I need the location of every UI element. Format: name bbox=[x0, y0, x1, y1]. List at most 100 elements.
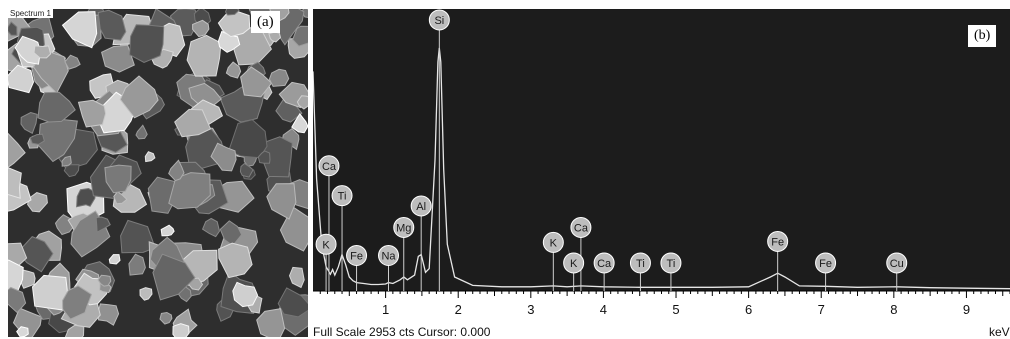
sem-particle bbox=[218, 242, 253, 279]
peak-label-ti: Ti bbox=[636, 258, 645, 270]
peak-label-circle bbox=[410, 195, 432, 217]
peak-label-circle bbox=[315, 233, 337, 255]
sem-particle bbox=[172, 323, 190, 337]
x-tick-label: 7 bbox=[818, 302, 825, 317]
peak-label-al: Al bbox=[416, 201, 426, 213]
sem-particle bbox=[31, 274, 69, 311]
peak-label-circle bbox=[593, 252, 615, 274]
peak-label-ca: Ca bbox=[322, 161, 337, 173]
sem-particle bbox=[63, 164, 80, 178]
peak-label-fe: Fe bbox=[819, 258, 832, 270]
sem-particle bbox=[257, 150, 271, 164]
sem-particle bbox=[225, 61, 242, 79]
panel-a-tag: (a) bbox=[251, 11, 280, 33]
peak-label-k: K bbox=[570, 258, 578, 270]
sem-particle bbox=[240, 66, 273, 98]
sem-particle bbox=[210, 142, 237, 172]
peak-label-k: K bbox=[322, 239, 330, 251]
sem-particle bbox=[232, 281, 259, 308]
x-tick-label: 8 bbox=[890, 302, 897, 317]
peak-label-k: K bbox=[550, 237, 558, 249]
sem-particle bbox=[291, 113, 308, 134]
sem-particles bbox=[8, 9, 308, 337]
sem-particle bbox=[224, 9, 240, 16]
spectrum-footer: Full Scale 2953 cts Cursor: 0.000 bbox=[313, 325, 491, 339]
peak-label-circle bbox=[767, 230, 789, 252]
x-tick-label: 1 bbox=[382, 302, 389, 317]
plot-background bbox=[313, 9, 1010, 291]
sem-particle bbox=[16, 326, 29, 337]
sem-particle bbox=[201, 217, 221, 238]
sem-particle bbox=[14, 35, 42, 65]
peak-label-circle bbox=[660, 252, 682, 274]
peak-label-si: Si bbox=[434, 15, 444, 27]
sem-particle bbox=[152, 253, 196, 301]
x-axis-unit: keV bbox=[989, 325, 1010, 339]
panel-b-tag: (b) bbox=[968, 25, 997, 47]
peak-label-circle bbox=[346, 244, 368, 266]
peak-label-mg: Mg bbox=[396, 222, 411, 234]
sem-particle bbox=[135, 124, 148, 140]
sem-particle bbox=[101, 44, 135, 73]
sem-particle bbox=[256, 308, 286, 337]
sem-particle bbox=[266, 183, 297, 220]
sem-particle bbox=[128, 253, 146, 276]
x-tick-label: 9 bbox=[963, 302, 970, 317]
peak-label-cu: Cu bbox=[890, 258, 904, 270]
x-tick-label: 6 bbox=[745, 302, 752, 317]
peak-label-fe: Fe bbox=[771, 236, 784, 248]
peak-label-circle bbox=[815, 252, 837, 274]
sem-particle bbox=[64, 54, 81, 70]
sem-particle bbox=[120, 219, 156, 254]
sem-particle bbox=[8, 167, 22, 199]
sem-particle bbox=[217, 11, 251, 38]
x-tick-label: 2 bbox=[455, 302, 462, 317]
sem-particle bbox=[217, 30, 241, 53]
eds-spectrum-panel: 1 2 3 4 5 6 7 8 9 Ca Ti K Fe Na Mg Al Si K Ca K Ca Ti Ti Fe Fe C… bbox=[313, 9, 1010, 339]
sem-particle bbox=[168, 172, 211, 210]
sem-particle bbox=[8, 286, 27, 314]
sem-particle bbox=[8, 64, 35, 94]
sem-particle bbox=[174, 108, 212, 138]
sem-particle bbox=[228, 119, 268, 159]
peak-label-circle bbox=[428, 9, 450, 31]
x-tick-label: 3 bbox=[527, 302, 534, 317]
sem-particle bbox=[113, 190, 128, 205]
sem-particle bbox=[108, 254, 121, 265]
x-tick-label: 4 bbox=[600, 302, 607, 317]
sem-particle bbox=[268, 68, 290, 87]
sem-particle bbox=[144, 151, 156, 163]
sem-particle bbox=[37, 91, 76, 123]
axis-band bbox=[313, 291, 1010, 325]
sem-particle bbox=[186, 34, 222, 77]
sem-micrograph: Spectrum 1 (a) bbox=[8, 9, 308, 337]
peak-label-circle bbox=[629, 252, 651, 274]
sem-particle bbox=[29, 133, 45, 145]
peak-label-circle bbox=[393, 216, 415, 238]
sem-particle bbox=[77, 99, 107, 128]
eds-spectrum-chart: 1 2 3 4 5 6 7 8 9 Ca Ti K Fe Na Mg Al Si K Ca K Ca Ti Ti Fe Fe C… bbox=[313, 9, 1010, 325]
sem-particle bbox=[62, 285, 93, 320]
peak-label-circle bbox=[570, 216, 592, 238]
sem-particle bbox=[159, 311, 173, 325]
sem-particle bbox=[160, 224, 175, 237]
sem-particle bbox=[139, 287, 153, 301]
sem-particle bbox=[95, 216, 111, 233]
peak-label-circle bbox=[331, 185, 353, 207]
x-tick-label: 5 bbox=[672, 302, 679, 317]
peak-label-ca: Ca bbox=[597, 258, 612, 270]
sem-particle bbox=[97, 274, 112, 287]
sem-particle bbox=[104, 164, 132, 194]
peak-label-ti: Ti bbox=[667, 258, 676, 270]
peak-label-fe: Fe bbox=[350, 250, 363, 262]
sem-particle bbox=[288, 266, 305, 289]
spectrum-trace bbox=[313, 47, 1010, 290]
sem-particle bbox=[97, 9, 127, 41]
sem-particle bbox=[292, 25, 308, 47]
sem-particle bbox=[239, 162, 254, 178]
peak-label-circle bbox=[378, 244, 400, 266]
peak-label-circle bbox=[542, 231, 564, 253]
sem-particle bbox=[20, 111, 38, 135]
sem-particle bbox=[8, 21, 18, 36]
peak-label-na: Na bbox=[381, 250, 396, 262]
